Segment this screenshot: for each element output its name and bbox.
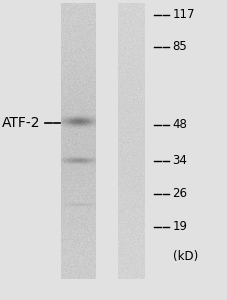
Text: 48: 48 xyxy=(173,118,188,131)
Text: 26: 26 xyxy=(173,187,188,200)
Text: 34: 34 xyxy=(173,154,188,167)
Text: 19: 19 xyxy=(173,220,188,233)
Text: 117: 117 xyxy=(173,8,195,22)
Text: (kD): (kD) xyxy=(173,250,198,263)
Text: ATF-2: ATF-2 xyxy=(2,116,41,130)
Text: 85: 85 xyxy=(173,40,187,53)
